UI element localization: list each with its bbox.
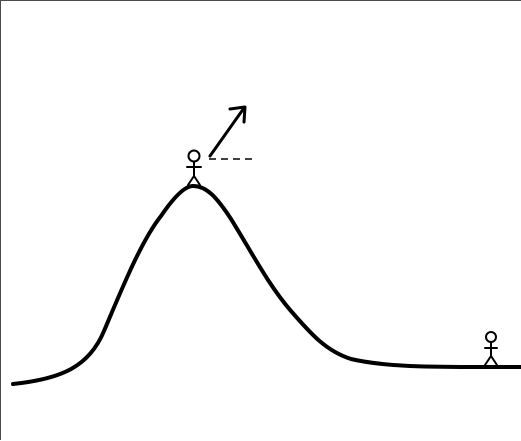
arrow-up-right-icon bbox=[208, 105, 247, 158]
flat-ground-person-icon bbox=[484, 331, 498, 366]
hilltop-person-icon bbox=[186, 149, 202, 186]
hill-curve bbox=[11, 184, 521, 386]
